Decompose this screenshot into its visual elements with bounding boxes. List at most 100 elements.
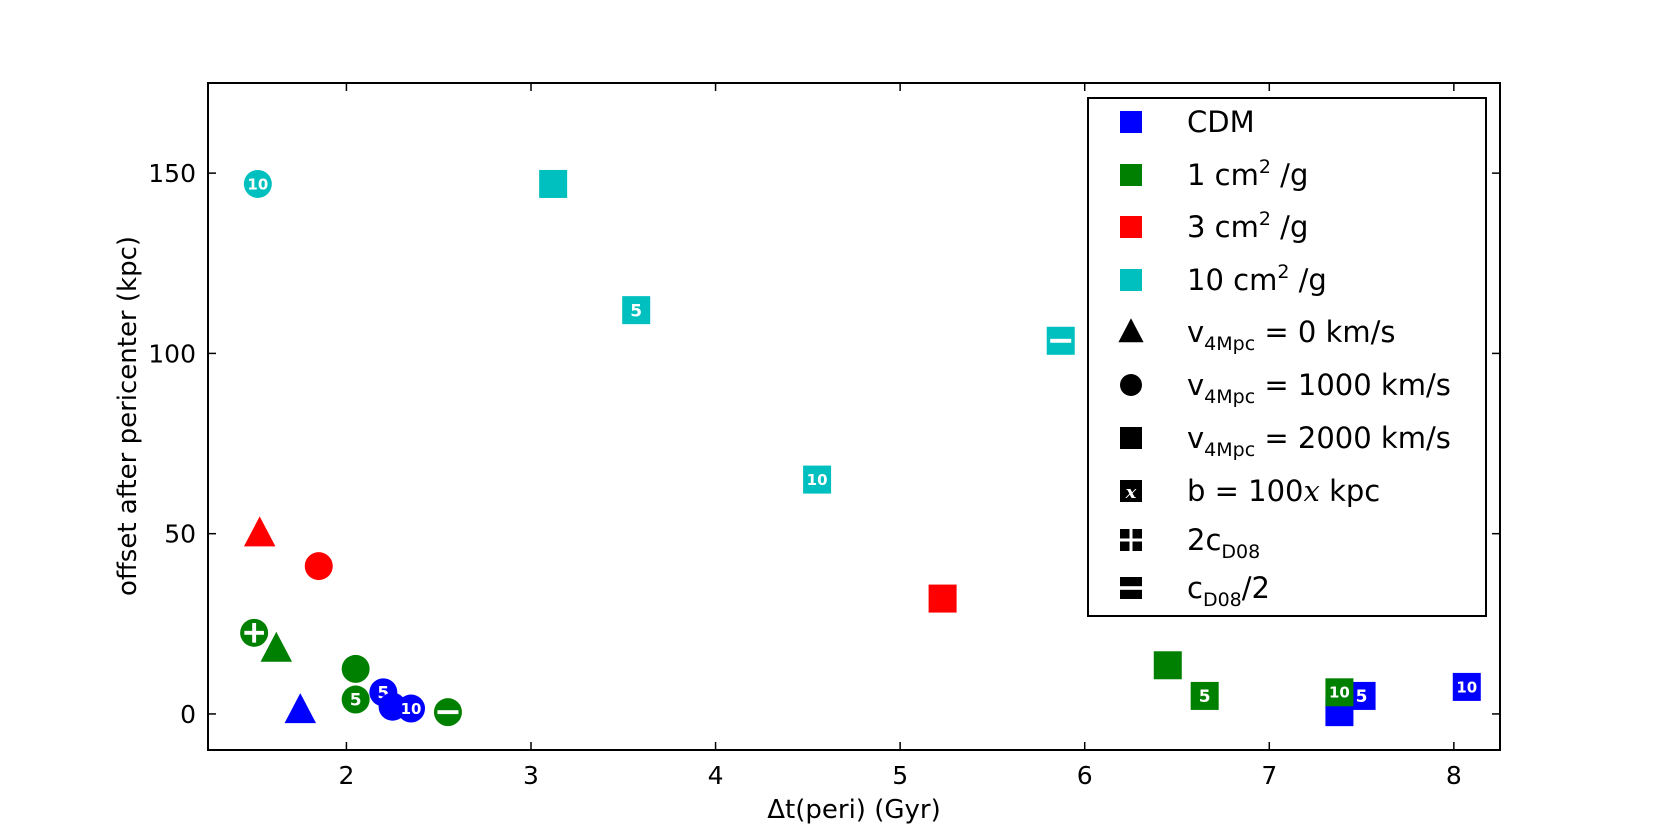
legend-marker-gap-h (1120, 538, 1142, 542)
data-point (1046, 326, 1075, 355)
legend-marker (1120, 427, 1142, 449)
legend-marker-gap (1120, 586, 1142, 590)
data-point (1153, 651, 1182, 680)
x-tick-label: 6 (1077, 761, 1093, 790)
legend-marker (1120, 111, 1142, 133)
legend-marker (1120, 269, 1142, 291)
legend-label-suffix: /g (1271, 210, 1308, 244)
legend-label: CDM (1187, 105, 1255, 139)
data-point (260, 631, 293, 662)
legend-label-sub: D08 (1203, 589, 1242, 611)
data-point: 5 (341, 685, 370, 714)
legend-label-sub: 4Mpc (1204, 439, 1255, 461)
legend-box (1087, 97, 1487, 617)
data-point (304, 552, 333, 581)
y-tick-label: 0 (180, 700, 196, 729)
point-circle (341, 654, 370, 683)
legend-label: cD08/2 (1187, 571, 1270, 611)
data-point (240, 618, 269, 647)
legend-entry: cD08/2 (1120, 571, 1270, 611)
data-point (539, 169, 568, 198)
x-tick-label: 2 (338, 761, 354, 790)
legend-label: 3 cm2 /g (1187, 208, 1308, 244)
point-overlay-minus (437, 710, 459, 715)
legend-marker (1120, 480, 1142, 502)
point-label: 10 (807, 471, 828, 489)
data-point: 10 (803, 465, 832, 494)
x-tick-label: 8 (1446, 761, 1462, 790)
data-point: 10 (1325, 678, 1354, 707)
point-label: 10 (247, 175, 268, 193)
legend-label: v4Mpc = 0 km/s (1187, 315, 1396, 355)
data-point (243, 516, 276, 547)
x-tick-label: 5 (892, 761, 908, 790)
point-square (1325, 678, 1354, 707)
point-label: 5 (1356, 687, 1368, 707)
axis-ticks: 2 3 4 5 6 7 8 0 50 100 150 (148, 83, 1500, 790)
point-label: 10 (401, 700, 422, 718)
plot-frame (207, 82, 1501, 751)
legend-label-suffix: = 0 km/s (1255, 315, 1395, 349)
point-overlay-minus (1050, 338, 1072, 343)
point-square (1190, 681, 1219, 710)
legend: CDM 1 cm2 /g 3 cm2 /g 10 cm2 /g v4Mpc = 0 km… (1087, 97, 1487, 617)
legend-marker-glyph: x (1125, 482, 1137, 503)
legend-entry: CDM (1120, 105, 1255, 139)
legend-label-italic: x (1304, 474, 1320, 508)
data-point: 5 (1190, 681, 1219, 710)
point-square (803, 465, 832, 494)
legend-label-suffix: kpc (1320, 474, 1380, 508)
point-label: 5 (630, 301, 642, 321)
data-point: 10 (397, 694, 426, 723)
legend-label: 1 cm2 /g (1187, 156, 1308, 192)
legend-marker (1120, 374, 1142, 396)
data-point (341, 654, 370, 683)
legend-label-suffix: /g (1289, 263, 1326, 297)
legend-entry: v4Mpc = 0 km/s (1118, 315, 1396, 355)
point-square (1153, 651, 1182, 680)
legend-label-suffix: /g (1271, 158, 1308, 192)
legend-entry: v4Mpc = 2000 km/s (1120, 421, 1451, 461)
legend-marker (1120, 216, 1142, 238)
data-point (928, 584, 957, 613)
legend-entry: 10 cm2 /g (1120, 261, 1327, 297)
legend-marker (1118, 318, 1144, 343)
x-axis-label: Δt(peri) (Gyr) (767, 795, 940, 825)
point-label: 10 (1456, 678, 1477, 696)
legend-label-sub: D08 (1221, 541, 1260, 563)
y-tick-label: 100 (148, 339, 196, 368)
data-point (433, 698, 462, 727)
point-square (1452, 672, 1481, 701)
point-label: 5 (350, 691, 362, 711)
y-tick-label: 150 (148, 159, 196, 188)
point-triangle (260, 631, 293, 662)
legend-label-sup: 2 (1259, 208, 1271, 230)
point-label: 5 (377, 683, 389, 703)
legend-label: v4Mpc = 2000 km/s (1187, 421, 1451, 461)
point-triangle (284, 693, 317, 724)
point-label: 5 (1199, 687, 1211, 707)
legend-label-sup: 2 (1277, 261, 1289, 283)
point-label: 10 (1329, 684, 1350, 702)
data-point: 5 (622, 296, 651, 325)
legend-label-sup: 2 (1259, 156, 1271, 178)
point-circle (397, 694, 426, 723)
legend-marker (1120, 164, 1142, 186)
point-circle (243, 169, 272, 198)
point-square (622, 296, 651, 325)
data-point (284, 693, 317, 724)
legend-label-sub: 4Mpc (1204, 386, 1255, 408)
point-circle (341, 685, 370, 714)
legend-label-sub: 4Mpc (1204, 333, 1255, 355)
point-overlay-plus-v (252, 623, 257, 643)
legend-label: 10 cm2 /g (1187, 261, 1327, 297)
point-triangle (243, 516, 276, 547)
legend-label-suffix: /2 (1242, 571, 1270, 605)
legend-label-suffix: = 2000 km/s (1255, 421, 1451, 455)
x-tick-label: 4 (708, 761, 724, 790)
legend-label: b = 100x kpc (1187, 474, 1380, 508)
point-square (928, 584, 957, 613)
